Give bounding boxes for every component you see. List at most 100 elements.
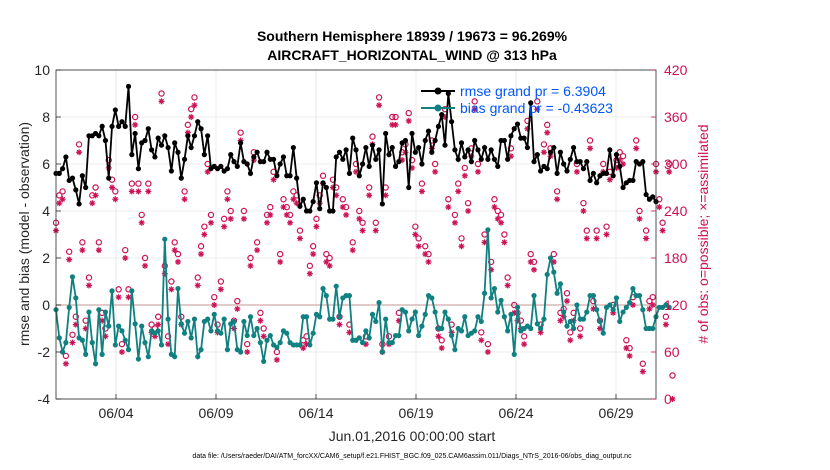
- rmse-series-point: [465, 147, 471, 153]
- obs-assimilated-point: [435, 333, 442, 340]
- rmse-series-point: [472, 137, 478, 144]
- bias-series-point: [570, 325, 577, 332]
- obs-assimilated-point: [234, 305, 241, 312]
- x-tick-label: 06/19: [398, 405, 433, 421]
- obs-possible-point: [267, 203, 274, 211]
- bias-series-point: [594, 307, 600, 313]
- obs-possible-point: [92, 184, 99, 191]
- obs-assimilated-point: [461, 172, 468, 179]
- obs-assimilated-point: [221, 223, 228, 230]
- y2-tick-label: 180: [664, 250, 688, 266]
- obs-possible-point: [164, 333, 172, 340]
- bias-series-point: [481, 290, 488, 296]
- bias-series-point: [617, 318, 623, 325]
- obs-possible-point: [313, 215, 320, 223]
- rmse-series-point: [435, 123, 442, 129]
- obs-assimilated-point: [85, 282, 92, 289]
- obs-assimilated-point: [471, 106, 478, 113]
- obs-assimilated-point: [458, 243, 465, 250]
- obs-assimilated-point: [646, 305, 653, 312]
- obs-assimilated-point: [145, 188, 152, 195]
- bias-series-point: [195, 354, 201, 360]
- bias-series-point: [538, 325, 544, 332]
- bias-series-point: [541, 316, 547, 322]
- obs-assimilated-point: [112, 196, 119, 203]
- obs-assimilated-point: [405, 117, 412, 124]
- obs-possible-point: [339, 196, 347, 203]
- rmse-series-point: [119, 119, 125, 125]
- bias-series-point: [620, 309, 626, 315]
- rmse-series-point: [468, 159, 474, 165]
- obs-possible-point: [154, 313, 162, 320]
- rmse-series-point: [617, 163, 623, 169]
- bias-series-point: [119, 328, 125, 334]
- rmse-series-point: [287, 173, 293, 179]
- obs-possible-point: [412, 223, 419, 230]
- obs-assimilated-point: [554, 196, 561, 203]
- rmse-series-point: [584, 159, 590, 165]
- obs-assimilated-point: [191, 102, 198, 109]
- obs-assimilated-point: [171, 247, 178, 254]
- obs-possible-point: [247, 254, 254, 262]
- bias-series-point: [162, 236, 168, 242]
- bias-series-point: [218, 330, 224, 336]
- legend: rmse grand pr = 6.3904 bias grand pr = -…: [421, 83, 613, 116]
- bias-series-point: [383, 316, 389, 322]
- data-file-footnote: data file: /Users/raeder/DAI/ATM_forcXX/…: [192, 453, 632, 460]
- rmse-series-point: [409, 130, 415, 137]
- obs-assimilated-point: [273, 356, 280, 363]
- rmse-series-point: [356, 173, 362, 179]
- plot-area: [56, 70, 656, 399]
- rmse-series-point: [488, 147, 494, 153]
- obs-possible-point: [122, 246, 129, 254]
- obs-possible-point: [224, 188, 231, 195]
- bias-series-point: [158, 342, 165, 348]
- obs-assimilated-point: [211, 302, 218, 308]
- rmse-series-point: [402, 137, 409, 144]
- obs-assimilated-point: [174, 258, 181, 265]
- rmse-series-point: [320, 180, 326, 186]
- bias-series-point: [485, 227, 491, 233]
- obs-assimilated-point: [310, 251, 317, 258]
- rmse-series-point: [439, 112, 445, 118]
- obs-possible-point: [181, 188, 188, 195]
- obs-assimilated-point: [498, 219, 505, 226]
- y-tick-label: -2: [38, 344, 51, 360]
- obs-assimilated-point: [227, 215, 234, 222]
- bias-series-point: [165, 316, 171, 322]
- obs-assimilated-point: [326, 262, 333, 269]
- rmse-series-point: [317, 206, 323, 212]
- obs-assimilated-point: [343, 211, 350, 218]
- bias-series-point: [501, 314, 507, 320]
- obs-possible-point: [451, 211, 459, 219]
- obs-possible-point: [544, 121, 551, 129]
- obs-assimilated-point: [636, 215, 643, 222]
- rmse-series-point: [363, 144, 369, 151]
- bias-series-point: [498, 297, 504, 303]
- bias-series-point: [551, 269, 557, 275]
- obs-count-markers: [52, 90, 676, 402]
- obs-possible-point: [280, 196, 287, 203]
- obs-assimilated-point: [544, 129, 551, 136]
- obs-possible-point: [326, 254, 333, 262]
- obs-assimilated-point: [56, 200, 63, 207]
- bias-series-point: [505, 328, 511, 334]
- obs-assimilated-point: [633, 145, 640, 152]
- obs-possible-point: [474, 160, 482, 168]
- bias-series-point: [247, 314, 254, 320]
- rmse-series-point: [56, 170, 62, 176]
- bias-series-point: [277, 340, 283, 346]
- bias-series-point: [307, 342, 313, 348]
- rmse-series-point: [432, 137, 438, 144]
- obs-possible-point: [197, 243, 205, 250]
- obs-possible-point: [141, 254, 149, 262]
- obs-possible-point: [234, 297, 241, 305]
- plot-frame: [55, 69, 657, 400]
- obs-possible-point: [484, 340, 492, 348]
- obs-possible-point: [600, 160, 607, 168]
- obs-possible-point: [253, 239, 261, 246]
- rmse-series-point: [102, 137, 109, 144]
- rmse-series-point: [228, 152, 234, 158]
- bias-series-point: [636, 293, 643, 299]
- bias-series-point: [478, 318, 484, 325]
